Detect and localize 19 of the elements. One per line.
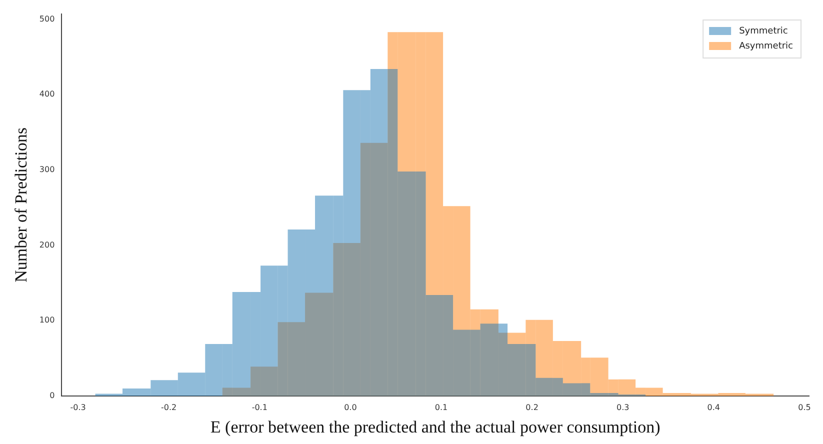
x-tick-label: -0.2 [161, 402, 177, 412]
x-tick-label: 0.3 [616, 402, 630, 412]
x-axis-title: E (error between the predicted and the actual power consumption) [210, 417, 660, 436]
x-tick-label: -0.1 [252, 402, 268, 412]
y-tick-label: 400 [39, 90, 55, 99]
y-tick-label: 300 [39, 165, 55, 174]
y-axis-title: Number of Predictions [12, 128, 31, 282]
y-tick-label: 500 [39, 14, 55, 24]
y-tick-label: 200 [39, 240, 55, 250]
y-tick-label: 100 [39, 316, 55, 325]
legend-label: Asymmetric [739, 41, 794, 52]
y-tick-label: 0 [50, 391, 55, 400]
legend-label: Symmetric [739, 26, 788, 36]
x-tick-label: 0.0 [344, 402, 357, 412]
x-tick-label: -0.3 [70, 402, 86, 412]
x-tick-label: 0.4 [707, 402, 720, 412]
x-tick-label: 0.1 [434, 402, 448, 412]
x-tick-label: 0.2 [526, 402, 538, 412]
x-tick-label: 0.5 [798, 402, 811, 412]
